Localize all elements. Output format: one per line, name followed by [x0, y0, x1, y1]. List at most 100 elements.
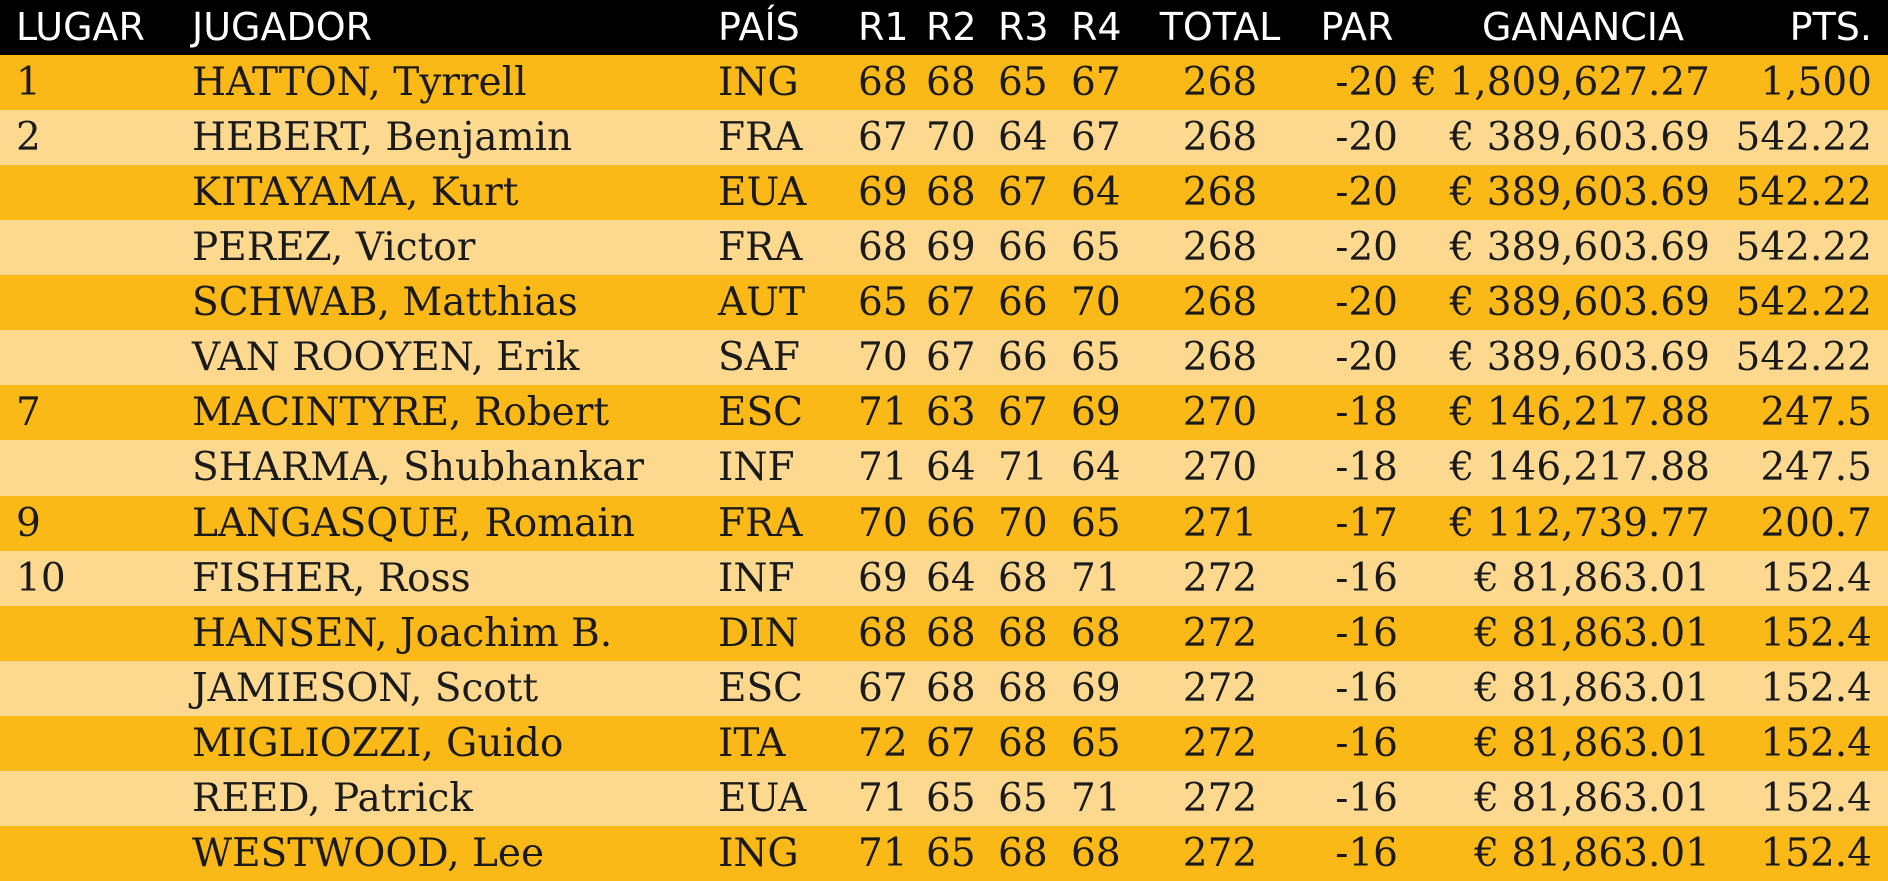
table-cell: € 389,603.69: [1449, 115, 1710, 161]
table-cell: € 81,863.01: [1474, 720, 1710, 766]
table-cell: 64: [926, 555, 976, 601]
table-cell: 268: [1182, 170, 1258, 216]
table-cell: 67: [1071, 60, 1121, 105]
table-cell: ING: [718, 60, 799, 105]
table-cell: € 1,809,627.27: [1412, 60, 1710, 105]
table-row: HANSEN, Joachim B. DIN 68 68 68 68 272 -16 € 81,…: [0, 605, 1888, 661]
table-cell: 272: [1182, 775, 1258, 821]
table-cell: INF: [718, 555, 795, 601]
table-cell: AUT: [718, 280, 806, 326]
column-header: TOTAL: [1159, 5, 1281, 49]
table-cell: 67: [858, 115, 908, 161]
table-row: 1 HATTON, Tyrrell ING 68 68 65 67 268 -20 € 1,809…: [0, 55, 1888, 111]
table-cell: 68: [926, 665, 976, 711]
table-cell: 65: [858, 280, 908, 326]
column-header: R3: [998, 5, 1049, 49]
table-cell: FRA: [718, 115, 803, 161]
table-row: SCHWAB, Matthias AUT 65 67 66 70 268 -20 € 389,6…: [0, 275, 1888, 331]
table-cell: ESC: [718, 665, 804, 711]
table-cell: 67: [1071, 115, 1121, 161]
table-cell: 65: [1071, 500, 1121, 546]
table-cell: 152.4: [1760, 775, 1872, 821]
table-row: KITAYAMA, Kurt EUA 69 68 67 64 268 -20 € 389,603…: [0, 165, 1888, 221]
column-header: PAR: [1320, 5, 1394, 49]
table-cell: 268: [1182, 60, 1258, 105]
table-cell: 67: [998, 170, 1048, 216]
table-cell: FRA: [718, 500, 803, 546]
table-cell: JAMIESON, Scott: [192, 665, 539, 711]
table-cell: 542.22: [1735, 115, 1872, 161]
table-cell: € 389,603.69: [1449, 170, 1710, 216]
table-row: 9 LANGASQUE, Romain FRA 70 66 70 65 271 -17 € 112…: [0, 495, 1888, 551]
table-cell: 66: [998, 335, 1048, 381]
table-cell: 272: [1182, 665, 1258, 711]
table-cell: 1,500: [1760, 60, 1872, 105]
table-cell: 71: [858, 775, 908, 821]
table-cell: 67: [926, 280, 976, 326]
table-cell: 68: [858, 225, 908, 271]
table-cell: 152.4: [1760, 555, 1872, 601]
table-cell: 268: [1182, 280, 1258, 326]
table-cell: 10: [16, 555, 66, 601]
table-cell: FISHER, Ross: [192, 555, 471, 601]
table-cell: € 81,863.01: [1474, 665, 1710, 711]
table-cell: 65: [926, 830, 976, 876]
column-header: JUGADOR: [192, 5, 373, 49]
table-cell: 63: [926, 390, 976, 436]
table-cell: -18: [1335, 445, 1398, 491]
table-cell: 68: [998, 830, 1048, 876]
table-cell: REED, Patrick: [192, 775, 473, 821]
table-cell: 65: [1071, 335, 1121, 381]
table-cell: 67: [926, 335, 976, 381]
column-header: PAÍS: [718, 5, 800, 49]
table-cell: 68: [1071, 610, 1121, 656]
table-cell: € 81,863.01: [1474, 775, 1710, 821]
table-cell: 542.22: [1735, 280, 1872, 326]
table-cell: 71: [998, 445, 1048, 491]
table-cell: -16: [1335, 720, 1398, 766]
table-cell: 272: [1182, 720, 1258, 766]
column-header: R2: [926, 5, 977, 49]
table-cell: KITAYAMA, Kurt: [192, 170, 519, 216]
table-cell: 272: [1182, 610, 1258, 656]
table-cell: 64: [1071, 445, 1121, 491]
table-cell: 66: [998, 225, 1048, 271]
table-cell: 270: [1182, 390, 1258, 436]
table-cell: € 389,603.69: [1449, 335, 1710, 381]
table-cell: 69: [858, 170, 908, 216]
column-header: R4: [1071, 5, 1122, 49]
table-cell: € 389,603.69: [1449, 225, 1710, 271]
table-cell: 65: [998, 775, 1048, 821]
table-cell: 65: [998, 60, 1048, 105]
header-row: LUGAR JUGADOR PAÍS R1 R2 R3 R4 TOTAL PAR GANANCIA…: [0, 0, 1888, 55]
table-cell: € 81,863.01: [1474, 610, 1710, 656]
table-cell: -20: [1335, 335, 1398, 381]
table-cell: ING: [718, 830, 799, 876]
table-cell: SHARMA, Shubhankar: [192, 445, 645, 491]
table-cell: 270: [1182, 445, 1258, 491]
table-cell: -18: [1335, 390, 1398, 436]
table-cell: 67: [926, 720, 976, 766]
table-cell: 9: [16, 500, 41, 546]
table-cell: 1: [16, 60, 41, 105]
table-cell: 71: [858, 445, 908, 491]
table-cell: -20: [1335, 60, 1398, 105]
table-cell: MACINTYRE, Robert: [192, 390, 610, 436]
table-cell: 71: [858, 390, 908, 436]
table-cell: 69: [1071, 390, 1121, 436]
table-cell: 272: [1182, 830, 1258, 876]
table-cell: 68: [998, 555, 1048, 601]
column-header: LUGAR: [16, 5, 145, 49]
table-cell: 65: [1071, 720, 1121, 766]
table-cell: 152.4: [1760, 720, 1872, 766]
table-cell: -20: [1335, 225, 1398, 271]
table-row: WESTWOOD, Lee ING 71 65 68 68 272 -16 € 81,863.0…: [0, 825, 1888, 881]
table-cell: PEREZ, Victor: [192, 225, 476, 271]
table-row: PEREZ, Victor FRA 68 69 66 65 268 -20 € 389,603.…: [0, 220, 1888, 276]
table-cell: 68: [998, 610, 1048, 656]
table-cell: 65: [926, 775, 976, 821]
table-cell: 70: [998, 500, 1048, 546]
table-cell: 68: [858, 610, 908, 656]
table-cell: -20: [1335, 170, 1398, 216]
